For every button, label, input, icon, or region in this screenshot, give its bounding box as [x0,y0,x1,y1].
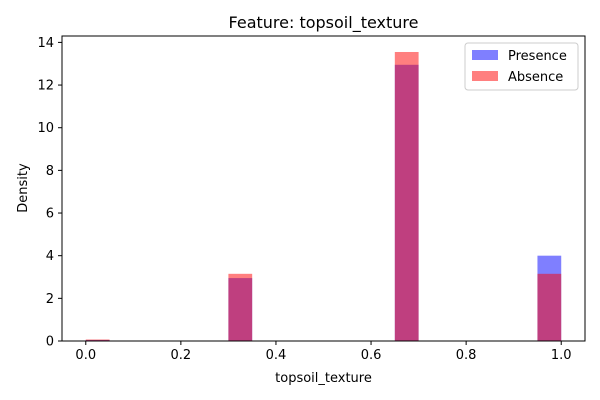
legend: Presence Absence [464,42,579,91]
y-tick-label-4: 8 [46,164,54,179]
x-axis-label: topsoil_texture [275,371,372,386]
x-tick-label-2: 0.4 [266,348,287,363]
bars-group [85,51,562,342]
bar-absence-3 [537,273,562,341]
legend-label-presence: Presence [508,49,567,64]
x-tick-label-0: 0.0 [75,348,96,363]
legend-swatch-absence [472,71,498,81]
x-tick-label-4: 0.8 [456,348,477,363]
y-tick-label-6: 12 [37,79,54,94]
plot-frame [61,35,586,342]
y-tick-label-2: 4 [46,249,54,264]
chart-title: Feature: topsoil_texture [229,13,419,33]
y-tick-label-7: 14 [37,36,54,51]
legend-label-absence: Absence [508,70,563,85]
y-axis-label: Density [16,163,31,213]
y-tick-label-0: 0 [46,335,54,350]
y-tick-label-5: 10 [37,121,54,136]
bar-absence-0 [85,339,110,341]
x-tick-label-3: 0.6 [361,348,382,363]
bar-absence-2 [394,51,419,342]
y-ticks-group: 0 2 4 6 8 10 12 14 [37,36,62,350]
y-tick-label-3: 6 [46,207,54,222]
x-tick-label-1: 0.2 [171,348,192,363]
bar-absence-1 [228,273,253,341]
y-tick-label-1: 2 [46,292,54,307]
x-tick-label-5: 1.0 [551,348,572,363]
x-ticks-group: 0.0 0.2 0.4 0.6 0.8 1.0 [75,341,572,363]
legend-swatch-presence [472,50,498,60]
